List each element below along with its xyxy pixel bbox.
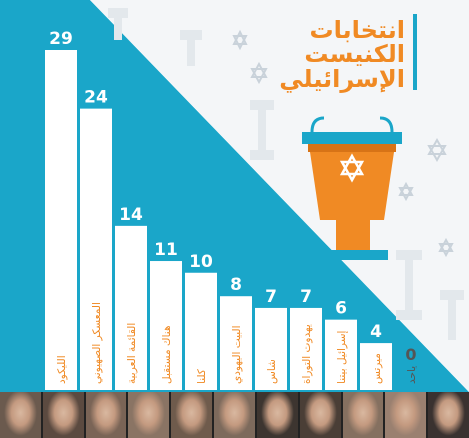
portrait-yachad bbox=[428, 392, 469, 438]
category-label-10: ياحد bbox=[406, 366, 418, 384]
bar-6 bbox=[255, 307, 287, 390]
portrait-yesh-atid bbox=[128, 392, 170, 438]
title-line-2: الكنيست bbox=[304, 40, 405, 68]
bar-1 bbox=[80, 108, 112, 390]
portrait-jewish-home bbox=[214, 392, 255, 438]
title-accent-bar bbox=[413, 14, 417, 90]
value-label-1: 24 bbox=[84, 88, 108, 108]
portrait-meretz bbox=[385, 392, 427, 438]
portrait-yisrael-beytenu bbox=[342, 392, 384, 438]
value-label-3: 11 bbox=[154, 240, 178, 260]
value-label-5: 8 bbox=[230, 275, 242, 295]
portrait-arab-list bbox=[85, 392, 127, 438]
value-label-2: 14 bbox=[119, 205, 143, 225]
category-label-5: البيت اليهودي bbox=[231, 325, 243, 384]
title-line-3: الإسرائيلي bbox=[279, 65, 405, 93]
value-label-9: 4 bbox=[370, 322, 382, 342]
star-decor-icons bbox=[232, 29, 454, 258]
portrait-kulanu bbox=[171, 392, 213, 438]
podium-icon bbox=[302, 116, 402, 260]
portrait-likud bbox=[0, 392, 41, 438]
bar-7 bbox=[290, 307, 322, 390]
category-label-9: ميرتس bbox=[371, 353, 383, 384]
bar-2 bbox=[115, 225, 147, 390]
leader-portraits-strip bbox=[0, 392, 469, 438]
bar-8 bbox=[325, 319, 357, 390]
value-label-6: 7 bbox=[265, 287, 277, 307]
value-label-4: 10 bbox=[189, 252, 213, 272]
category-label-6: شاس bbox=[266, 359, 278, 384]
portrait-utj bbox=[299, 392, 341, 438]
title-line-1: انتخابات bbox=[310, 16, 405, 44]
pillar-decor bbox=[108, 8, 464, 340]
portrait-zionist-camp bbox=[42, 392, 84, 438]
category-label-7: يهدوت التوراة bbox=[301, 324, 313, 384]
bar-5 bbox=[220, 296, 252, 390]
bar-4 bbox=[185, 272, 217, 390]
value-label-10: 0 bbox=[405, 345, 416, 364]
category-label-4: كلنا bbox=[196, 369, 208, 384]
bar-3 bbox=[150, 261, 182, 390]
portrait-shas bbox=[256, 392, 298, 438]
bars-group: 29 الليكود 24 المعسكر الصهيوني 14 القائمة الع… bbox=[45, 29, 418, 390]
category-label-8: إسرائيل بيتنا bbox=[336, 330, 348, 384]
category-label-2: القائمة العربية bbox=[126, 323, 138, 384]
value-label-7: 7 bbox=[300, 287, 312, 307]
value-label-0: 29 bbox=[49, 29, 73, 49]
category-label-1: المعسكر الصهيوني bbox=[91, 302, 103, 384]
category-label-0: الليكود bbox=[56, 355, 68, 384]
value-label-8: 6 bbox=[335, 299, 347, 319]
grey-background bbox=[90, 0, 469, 392]
bar-9 bbox=[360, 343, 392, 390]
bar-0 bbox=[45, 50, 77, 390]
category-label-3: هناك مستقبل bbox=[161, 326, 173, 385]
